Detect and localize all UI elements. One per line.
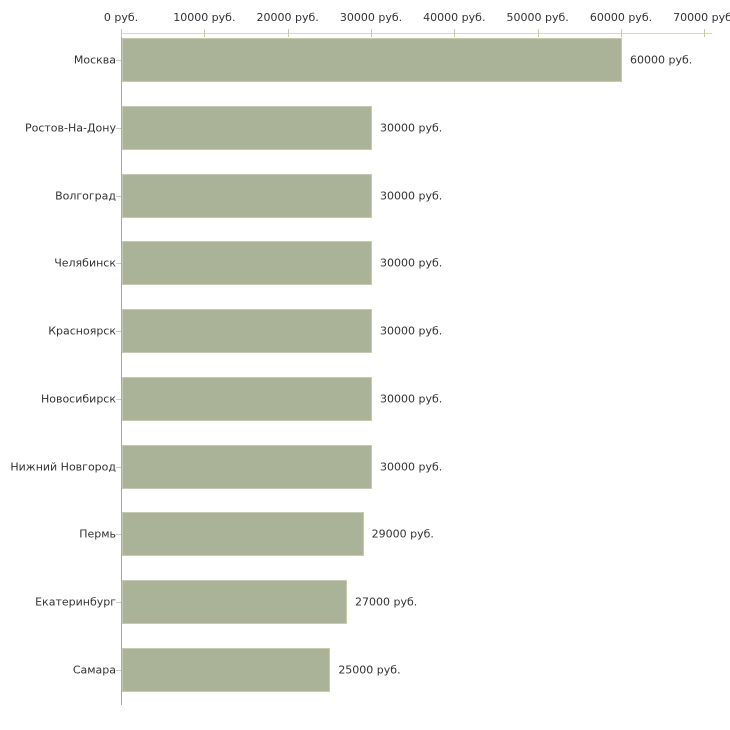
x-axis-tick-mark [537, 29, 539, 37]
category-label: Новосибирск [40, 392, 116, 406]
category-tick-mark [116, 534, 121, 535]
category-label: Волгоград [55, 189, 116, 203]
category-tick-mark [116, 196, 121, 197]
value-label: 30000 руб. [379, 392, 443, 406]
category-tick-mark [116, 128, 121, 129]
bar [122, 512, 364, 557]
value-label: 30000 руб. [379, 256, 443, 270]
category-tick-mark [116, 263, 121, 264]
bar [122, 241, 372, 286]
value-label: 25000 руб. [338, 663, 401, 677]
bar [122, 444, 372, 489]
category-label: Пермь [79, 527, 116, 541]
category-tick-mark [116, 670, 121, 671]
x-axis-tick-mark [454, 29, 456, 37]
category-tick-mark [116, 60, 121, 61]
x-axis-tick-label: 0 руб. [103, 11, 139, 24]
x-axis-tick-mark [620, 29, 622, 37]
bar [122, 309, 372, 354]
category-label: Нижний Новгород [10, 460, 116, 474]
bar [122, 648, 331, 693]
x-axis-tick-label: 40000 руб. [423, 11, 486, 24]
x-axis-tick-mark [704, 29, 706, 37]
category-tick-mark [116, 399, 121, 400]
value-label: 30000 руб. [379, 324, 443, 338]
x-axis-line [121, 33, 712, 34]
bar [122, 105, 372, 150]
x-axis-tick-label: 70000 руб. [673, 11, 730, 24]
category-label: Челябинск [54, 256, 116, 270]
x-axis-tick-label: 60000 руб. [589, 11, 653, 24]
category-tick-mark [116, 467, 121, 468]
x-axis-tick-mark [370, 29, 372, 37]
category-label: Самара [72, 663, 116, 677]
x-axis-tick-label: 20000 руб. [256, 11, 319, 24]
category-label: Красноярск [48, 324, 116, 338]
value-label: 27000 руб. [354, 595, 418, 609]
y-axis-line [121, 33, 122, 705]
category-label: Ростов-На-Дону [24, 121, 116, 135]
category-tick-mark [116, 602, 121, 603]
value-label: 30000 руб. [379, 189, 443, 203]
category-label: Екатеринбург [35, 595, 116, 609]
category-label: Москва [73, 53, 116, 67]
value-label: 30000 руб. [379, 121, 443, 135]
x-axis-tick-mark [204, 29, 206, 37]
category-tick-mark [116, 331, 121, 332]
value-label: 60000 руб. [629, 53, 693, 67]
x-axis-tick-label: 10000 руб. [173, 11, 236, 24]
bar [122, 173, 372, 218]
x-axis-tick-label: 30000 руб. [339, 11, 403, 24]
x-axis-tick-mark [287, 29, 289, 37]
x-axis-tick-label: 50000 руб. [506, 11, 569, 24]
value-label: 29000 руб. [371, 527, 434, 541]
bar [122, 580, 347, 625]
x-axis-tick-mark [121, 29, 122, 37]
value-label: 30000 руб. [379, 460, 443, 474]
bar [122, 376, 372, 421]
bar [122, 38, 622, 82]
